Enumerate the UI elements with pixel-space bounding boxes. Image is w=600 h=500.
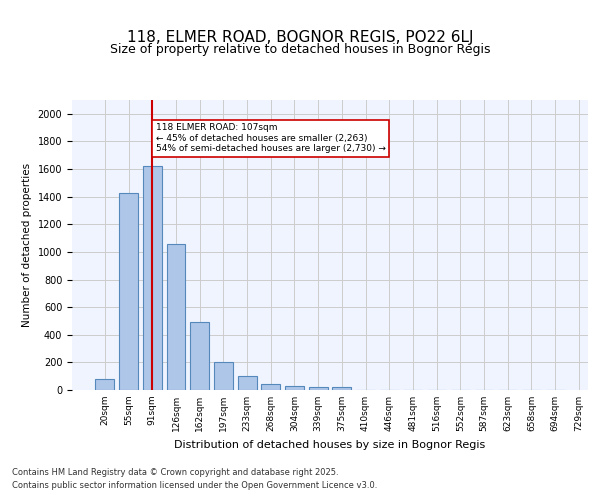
Bar	[143, 166, 162, 390]
Bar	[119, 193, 138, 390]
X-axis label: Distribution of detached houses by size in Bognor Regis: Distribution of detached houses by size …	[175, 440, 485, 450]
Bar	[261, 384, 280, 390]
Text: 118, ELMER ROAD, BOGNOR REGIS, PO22 6LJ: 118, ELMER ROAD, BOGNOR REGIS, PO22 6LJ	[127, 30, 473, 45]
Bar	[214, 362, 233, 390]
Bar	[95, 379, 115, 390]
Bar	[190, 322, 209, 390]
Bar	[332, 387, 352, 390]
Text: 118 ELMER ROAD: 107sqm
← 45% of detached houses are smaller (2,263)
54% of semi-: 118 ELMER ROAD: 107sqm ← 45% of detached…	[156, 124, 386, 154]
Bar	[167, 244, 185, 390]
Bar	[308, 387, 328, 390]
Bar	[285, 386, 304, 390]
Y-axis label: Number of detached properties: Number of detached properties	[22, 163, 32, 327]
Bar	[238, 376, 257, 390]
Text: Contains public sector information licensed under the Open Government Licence v3: Contains public sector information licen…	[12, 480, 377, 490]
Text: Size of property relative to detached houses in Bognor Regis: Size of property relative to detached ho…	[110, 44, 490, 57]
Text: Contains HM Land Registry data © Crown copyright and database right 2025.: Contains HM Land Registry data © Crown c…	[12, 468, 338, 477]
